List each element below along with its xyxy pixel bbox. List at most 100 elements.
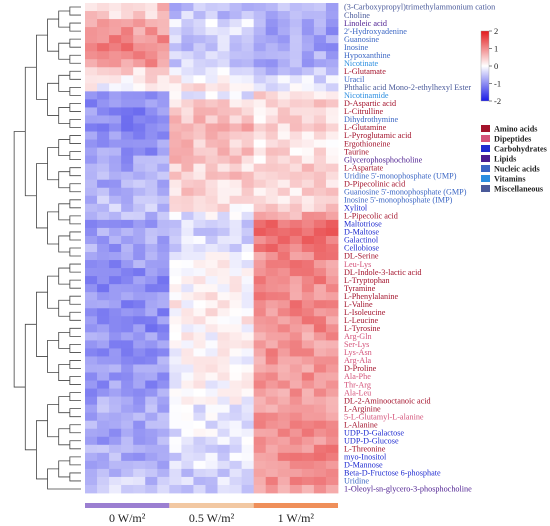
- heatmap-cell: [205, 243, 218, 253]
- dendrogram-branch: [69, 456, 81, 466]
- heatmap-cell: [313, 476, 327, 486]
- heatmap-cell: [145, 380, 158, 389]
- heatmap-cell: [301, 452, 315, 462]
- heatmap-cell: [109, 227, 122, 237]
- heatmap-cell: [289, 219, 303, 229]
- heatmap-cell: [289, 91, 303, 100]
- heatmap-cell: [241, 75, 255, 84]
- heatmap-cell: [253, 300, 267, 309]
- heatmap-cell: [97, 219, 110, 229]
- heatmap-cell: [313, 195, 327, 205]
- heatmap-cell: [85, 243, 98, 253]
- heatmap-cell: [121, 436, 134, 446]
- heatmap-cell: [133, 123, 146, 132]
- heatmap-cell: [121, 211, 134, 221]
- heatmap-cell: [97, 51, 110, 60]
- heatmap-cell: [85, 75, 98, 84]
- heatmap-cell: [217, 19, 230, 28]
- heatmap-cell: [169, 59, 182, 68]
- heatmap-cell: [97, 332, 110, 341]
- heatmap-cell: [193, 428, 206, 438]
- heatmap-cell: [145, 67, 158, 76]
- heatmap-cell: [181, 35, 194, 44]
- row-label: Arg-Gln: [344, 332, 372, 341]
- color-scale-bar: [480, 30, 490, 102]
- heatmap-cell: [217, 219, 230, 229]
- heatmap-cell: [109, 428, 122, 438]
- heatmap-cell: [229, 195, 243, 205]
- heatmap-cell: [253, 436, 267, 446]
- heatmap-cell: [145, 171, 158, 181]
- dendrogram-branch: [24, 66, 37, 197]
- heatmap-cell: [109, 308, 122, 317]
- heatmap-cell: [217, 99, 230, 108]
- heatmap-cell: [145, 412, 158, 422]
- heatmap-cell: [229, 468, 243, 478]
- heatmap-cell: [97, 460, 110, 470]
- row-label: (3-Carboxypropyl)trimethylammonium catio…: [344, 3, 495, 12]
- heatmap-cell: [181, 75, 194, 84]
- heatmap-cell: [325, 115, 339, 124]
- heatmap-cell: [217, 276, 230, 285]
- heatmap-cell: [241, 227, 255, 237]
- heatmap-cell: [313, 11, 327, 20]
- heatmap-cell: [277, 91, 291, 100]
- dendrogram-branch: [58, 331, 70, 349]
- heatmap-cell: [217, 332, 230, 341]
- heatmap-cell: [109, 476, 122, 486]
- heatmap-cell: [133, 372, 146, 381]
- heatmap-cell: [229, 484, 243, 494]
- dendrogram-branch: [69, 199, 81, 209]
- heatmap-cell: [301, 380, 315, 389]
- heatmap-cell: [265, 404, 279, 414]
- heatmap-cell: [277, 452, 291, 462]
- heatmap-cell: [217, 75, 230, 84]
- heatmap-cell: [169, 372, 182, 381]
- heatmap-cell: [217, 468, 230, 478]
- heatmap-cell: [193, 252, 206, 261]
- heatmap-cell: [169, 468, 182, 478]
- heatmap-cell: [253, 332, 267, 341]
- heatmap-cell: [97, 268, 110, 277]
- heatmap-cell: [181, 163, 194, 173]
- heatmap-cell: [157, 131, 170, 140]
- heatmap-cell: [169, 203, 182, 213]
- heatmap-cells: [85, 3, 339, 494]
- heatmap-cell: [145, 284, 158, 293]
- heatmap-cell: [109, 147, 122, 157]
- heatmap-cell: [289, 356, 303, 365]
- heatmap-cell: [181, 396, 194, 406]
- heatmap-cell: [145, 123, 158, 132]
- heatmap-cell: [325, 292, 339, 301]
- heatmap-cell: [277, 252, 291, 261]
- row-label: L-Tryptophan: [344, 276, 390, 285]
- heatmap-cell: [301, 203, 315, 213]
- heatmap-cell: [193, 187, 206, 197]
- heatmap-cell: [97, 179, 110, 189]
- heatmap-cell: [253, 468, 267, 478]
- heatmap-cell: [277, 412, 291, 422]
- heatmap-cell: [181, 452, 194, 462]
- heatmap-cell: [169, 356, 182, 365]
- heatmap-cell: [97, 300, 110, 309]
- heatmap-cell: [301, 75, 315, 84]
- heatmap-cell: [241, 211, 255, 221]
- heatmap-cell: [169, 155, 182, 165]
- heatmap-cell: [313, 380, 327, 389]
- heatmap-cell: [121, 19, 134, 28]
- class-legend-swatch: [481, 165, 490, 172]
- heatmap-cell: [133, 444, 146, 454]
- heatmap-cell: [157, 404, 170, 414]
- heatmap-cell: [229, 436, 243, 446]
- heatmap-cell: [205, 35, 218, 44]
- heatmap-cell: [253, 107, 267, 116]
- heatmap-cell: [301, 243, 315, 253]
- heatmap-cell: [289, 171, 303, 181]
- heatmap-cell: [217, 460, 230, 470]
- heatmap-cell: [241, 444, 255, 454]
- heatmap-cell: [277, 235, 291, 245]
- heatmap-cell: [241, 316, 255, 325]
- heatmap-cell: [169, 444, 182, 454]
- heatmap-cell: [157, 219, 170, 229]
- heatmap-cell: [97, 372, 110, 381]
